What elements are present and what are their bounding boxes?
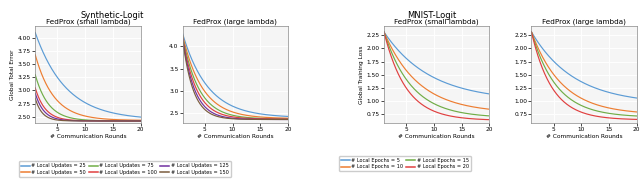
Legend: # Local Updates = 25, # Local Updates = 50, # Local Updates = 75, # Local Update: # Local Updates = 25, # Local Updates = … xyxy=(19,161,230,177)
X-axis label: # Communication Rounds: # Communication Rounds xyxy=(398,134,475,139)
Title: FedProx (large lambda): FedProx (large lambda) xyxy=(193,18,277,25)
X-axis label: # Communication Rounds: # Communication Rounds xyxy=(546,134,623,139)
Y-axis label: Global Training Loss: Global Training Loss xyxy=(359,45,364,104)
X-axis label: # Communication Rounds: # Communication Rounds xyxy=(197,134,274,139)
Text: MNIST-Logit: MNIST-Logit xyxy=(408,11,456,20)
Legend: # Local Epochs = 5, # Local Epochs = 10, # Local Epochs = 15, # Local Epochs = 2: # Local Epochs = 5, # Local Epochs = 10,… xyxy=(339,156,471,171)
Text: Synthetic-Logit: Synthetic-Logit xyxy=(80,11,144,20)
Title: FedProx (small lambda): FedProx (small lambda) xyxy=(45,18,130,25)
X-axis label: # Communication Rounds: # Communication Rounds xyxy=(49,134,126,139)
Title: FedProx (large lambda): FedProx (large lambda) xyxy=(542,18,626,25)
Y-axis label: Global Total Error: Global Total Error xyxy=(10,49,15,100)
Title: FedProx (small lambda): FedProx (small lambda) xyxy=(394,18,479,25)
